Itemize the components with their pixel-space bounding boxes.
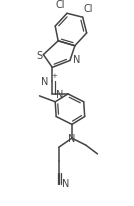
Text: +: + <box>51 73 57 79</box>
Text: N: N <box>41 77 48 87</box>
Text: Cl: Cl <box>84 4 93 14</box>
Text: N: N <box>56 89 64 99</box>
Text: N: N <box>73 55 81 65</box>
Text: Cl: Cl <box>55 0 65 10</box>
Text: S: S <box>36 50 42 60</box>
Text: N: N <box>62 179 70 188</box>
Text: N: N <box>68 133 76 143</box>
